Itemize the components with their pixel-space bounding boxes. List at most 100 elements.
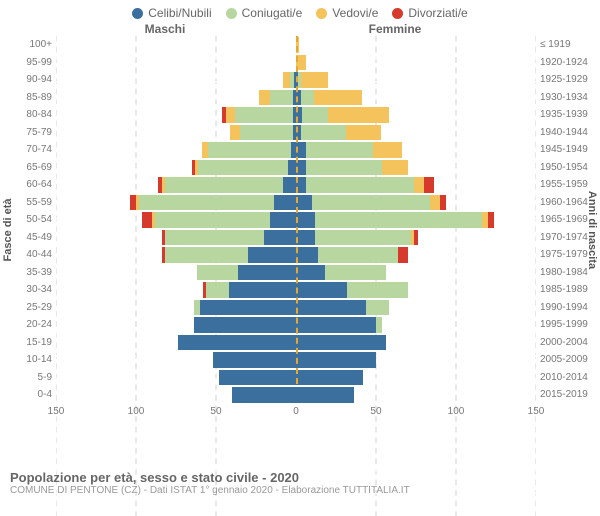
bar-segment-ved [296,55,306,71]
birth-year-tick: 1945-1949 [540,144,596,155]
legend-item: Vedovi/e [316,6,378,20]
bar-area [56,352,536,368]
bar-area [56,177,536,193]
age-tick: 25-29 [12,302,52,313]
population-pyramid-chart: Fasce di età Anni di nascita 100+≤ 19199… [0,36,600,424]
bar-segment-con [302,107,328,123]
bar-segment-cel [283,177,296,193]
male-bar [56,125,296,141]
pyramid-row: 85-891930-1934 [56,89,536,107]
bar-segment-con [165,177,283,193]
bar-area [56,90,536,106]
x-axis-tick: 100 [128,406,145,417]
female-bar [296,72,536,88]
bar-segment-con [270,90,292,106]
pyramid-row: 15-192000-2004 [56,334,536,352]
bar-segment-ved [328,107,389,123]
bar-area [56,247,536,263]
legend-label: Vedovi/e [332,6,378,20]
pyramid-row: 40-441975-1979 [56,246,536,264]
bar-segment-con [306,177,415,193]
male-bar [56,230,296,246]
bar-segment-cel [296,282,347,298]
birth-year-tick: 1930-1934 [540,92,596,103]
female-bar [296,247,536,263]
pyramid-row: 55-591960-1964 [56,194,536,212]
birth-year-tick: 1995-1999 [540,319,596,330]
bar-area [56,195,536,211]
x-axis-tick: 150 [528,406,545,417]
pyramid-row: 60-641955-1959 [56,176,536,194]
legend-label: Coniugati/e [242,6,303,20]
pyramid-row: 10-142005-2009 [56,351,536,369]
female-bar [296,282,536,298]
bar-segment-con [301,90,314,106]
age-tick: 30-34 [12,284,52,295]
female-bar [296,230,536,246]
bar-segment-con [165,247,248,263]
bar-segment-cel [296,142,306,158]
bar-area [56,142,536,158]
age-tick: 10-14 [12,354,52,365]
bar-area [56,160,536,176]
bar-area [56,317,536,333]
male-bar [56,90,296,106]
female-bar [296,300,536,316]
pyramid-row: 35-391980-1984 [56,264,536,282]
age-tick: 55-59 [12,197,52,208]
x-axis-tick: 0 [293,406,299,417]
x-axis-tick: 100 [448,406,465,417]
bar-segment-ved [301,72,328,88]
age-tick: 20-24 [12,319,52,330]
x-axis-tick: 50 [210,406,221,417]
birth-year-tick: 1960-1964 [540,197,596,208]
bar-segment-cel [296,160,306,176]
x-axis-tick: 50 [370,406,381,417]
chart-subtitle: COMUNE DI PENTONE (CZ) - Dati ISTAT 1° g… [10,485,590,496]
bar-segment-cel [296,352,376,368]
bar-segment-cel [296,195,312,211]
bar-segment-cel [296,177,306,193]
birth-year-tick: 1965-1969 [540,214,596,225]
birth-year-tick: 1955-1959 [540,179,596,190]
legend-item: Celibi/Nubili [132,6,211,20]
bar-area [56,125,536,141]
female-bar [296,160,536,176]
pyramid-row: 90-941925-1929 [56,71,536,89]
bar-area [56,282,536,298]
gender-headers: Maschi Femmine [0,22,600,36]
bar-area [56,230,536,246]
female-bar [296,387,536,403]
bar-segment-ved [314,90,362,106]
x-axis-tick: 150 [48,406,65,417]
chart-footer: Popolazione per età, sesso e stato civil… [10,470,590,496]
bar-segment-con [325,265,386,281]
male-bar [56,177,296,193]
female-bar [296,370,536,386]
bar-segment-con [366,300,388,316]
male-bar [56,370,296,386]
birth-year-tick: 2005-2009 [540,354,596,365]
bar-segment-con [347,282,408,298]
bar-segment-con [197,265,239,281]
bar-segment-div [488,212,494,228]
pyramid-row: 95-991920-1924 [56,54,536,72]
bar-segment-ved [259,90,270,106]
bar-segment-cel [296,387,354,403]
bar-segment-cel [270,212,296,228]
male-bar [56,160,296,176]
bar-segment-con [235,107,293,123]
male-bar [56,37,296,53]
bar-segment-cel [296,370,363,386]
bar-segment-cel [194,317,296,333]
bar-segment-ved [296,37,299,53]
male-bar [56,55,296,71]
chart-title: Popolazione per età, sesso e stato civil… [10,470,590,485]
bar-segment-con [315,230,411,246]
bar-area [56,265,536,281]
pyramid-row: 80-841935-1939 [56,106,536,124]
bar-segment-cel [296,265,325,281]
male-bar [56,107,296,123]
bar-segment-cel [264,230,296,246]
bar-segment-con [198,160,288,176]
